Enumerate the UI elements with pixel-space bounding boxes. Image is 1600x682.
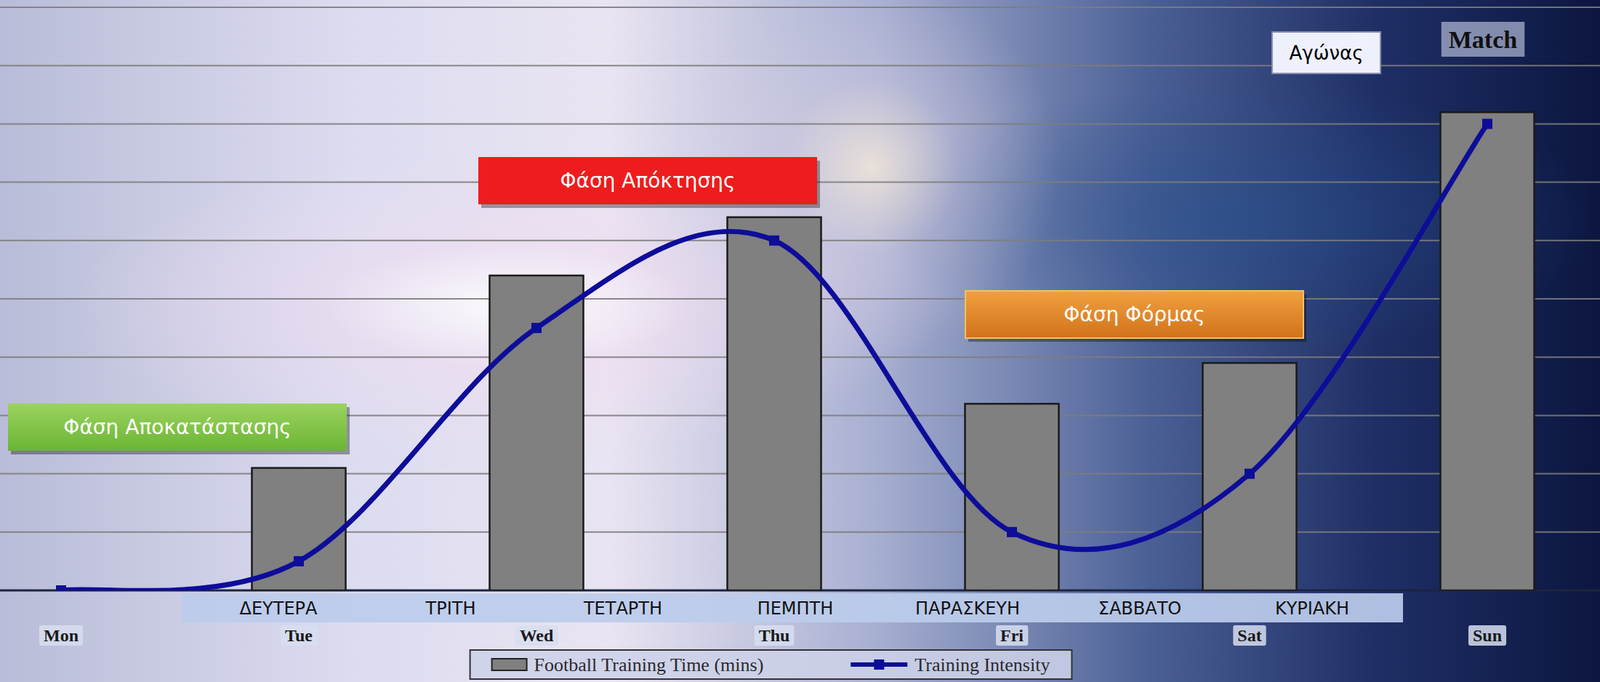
annotation-box [478, 157, 818, 205]
legend-swatch [492, 658, 528, 671]
marker [1244, 468, 1255, 480]
legend-item: Football Training Time (mins) [492, 654, 765, 676]
annotation-box [7, 403, 347, 451]
grid-line [0, 122, 1600, 125]
label-patch [754, 625, 795, 646]
legend-label: Football Training Time (mins) [534, 654, 765, 676]
legend-item: Training Intensity [850, 654, 1050, 676]
bar [965, 403, 1060, 591]
annotations: Φάση Αποκατάστασης Φάση Απόκτησης Φάση Φόρ… [7, 21, 1525, 455]
label-patch [995, 625, 1028, 646]
legend-label: Training Intensity [914, 654, 1050, 676]
day-band: ΔΕΥΤΕΡΑ ΤΡΙΤΗ ΤΕΤΑΡΤΗ ΠΕΜΠΤΗ ΠΑΡΑΣΚΕΥΗ ΣΑΒΒΑΤ… [181, 593, 1403, 623]
label-patch [39, 625, 83, 646]
day-label: ΠΑΡΑΣΚΕΥΗ [915, 598, 1020, 619]
annotation-text: Φάση Απόκτησης [559, 168, 735, 193]
marker [1006, 527, 1017, 538]
day-label: ΠΕΜΠΤΗ [757, 598, 834, 619]
annotation-text: Φάση Φόρμας [1063, 302, 1206, 327]
grid [0, 7, 1600, 591]
legend: Football Training Time (mins) Training In… [470, 649, 1073, 679]
x-tick-label: Sun [1472, 625, 1502, 645]
marker [769, 235, 780, 246]
bar [1440, 111, 1535, 591]
annotation-box [965, 290, 1304, 339]
x-tick-label: Fri [1000, 625, 1024, 645]
x-tick-label: Tue [284, 625, 313, 645]
marker [531, 322, 542, 333]
day-label: ΤΡΙΤΗ [425, 598, 477, 619]
bar [252, 468, 347, 591]
annotation-box [1272, 31, 1381, 74]
x-tick-label: Sat [1237, 625, 1262, 645]
label-patch [515, 625, 559, 646]
x-tick-labels: Mon Tue Wed Thu Fri Sat Sun [39, 625, 1507, 646]
marker [55, 585, 67, 591]
day-label: ΣΑΒΒΑΤΟ [1098, 598, 1182, 619]
label-patch [1232, 625, 1266, 646]
annotation-text: Match [1448, 26, 1518, 54]
grid-line [0, 6, 1600, 8]
bar [489, 275, 584, 591]
bar [1203, 362, 1297, 591]
marker [293, 556, 304, 567]
day-band-bg [181, 593, 1403, 623]
annotation-text: Αγώνας [1289, 42, 1364, 64]
annotation-text: Φάση Αποκατάστασης [63, 415, 291, 440]
marker [1482, 118, 1493, 129]
chart: ΔΕΥΤΕΡΑ ΤΡΙΤΗ ΤΕΤΑΡΤΗ ΠΕΜΠΤΗ ΠΑΡΑΣΚΕΥΗ ΣΑΒΒΑΤ… [0, 0, 1600, 682]
label-patch [280, 625, 317, 646]
annotation-box [1441, 21, 1526, 57]
bar [727, 217, 822, 591]
x-tick-label: Wed [519, 625, 554, 645]
x-tick-label: Thu [758, 625, 791, 645]
day-label: ΤΕΤΑΡΤΗ [583, 598, 663, 619]
line [61, 123, 1488, 591]
day-label: ΚΥΡΙΑΚΗ [1275, 598, 1350, 619]
day-label: ΔΕΥΤΕΡΑ [239, 598, 319, 619]
legend-box [470, 649, 1073, 679]
legend-swatch [873, 659, 884, 670]
x-tick-label: Mon [43, 625, 79, 645]
marks [55, 111, 1535, 591]
label-patch [1468, 625, 1507, 646]
